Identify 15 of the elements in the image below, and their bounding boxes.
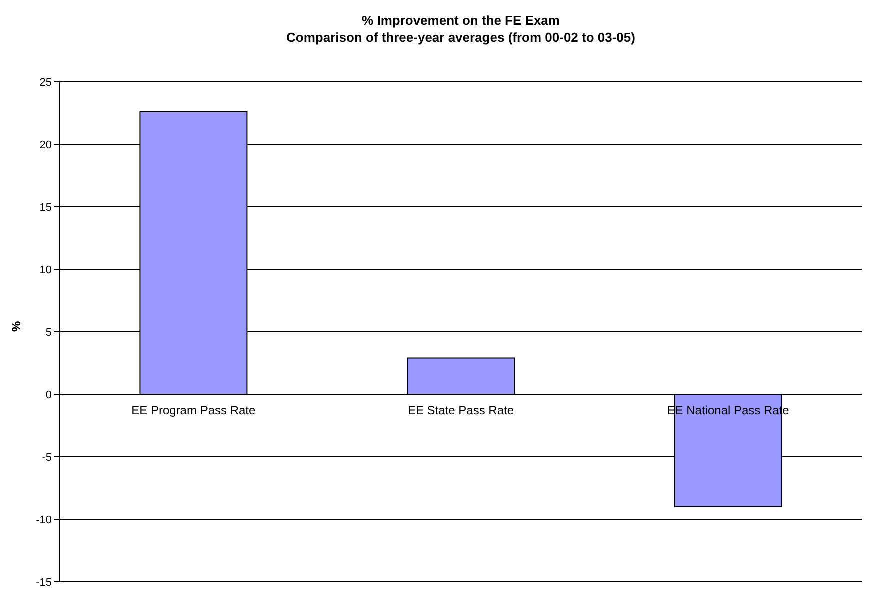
y-tick-label: 25 (40, 76, 52, 89)
y-tick-label: -5 (42, 452, 52, 464)
y-tick-label: 5 (46, 326, 52, 339)
y-tick-label: -15 (36, 576, 52, 589)
y-tick-label: 10 (40, 264, 52, 276)
y-tick-label: 15 (40, 202, 52, 214)
y-axis-title: % (9, 321, 24, 332)
bar (407, 358, 516, 395)
y-tick-label: -10 (36, 514, 52, 526)
x-tick-label: EE State Pass Rate (408, 404, 514, 418)
y-tick-label: 20 (40, 139, 52, 152)
y-tick-label: 0 (46, 389, 52, 402)
chart-title: % Improvement on the FE Exam (361, 12, 561, 29)
chart-subtitle: Comparison of three-year averages (from 00-02 to 03-05) (286, 29, 636, 46)
x-tick-label: EE Program Pass Rate (132, 404, 256, 418)
